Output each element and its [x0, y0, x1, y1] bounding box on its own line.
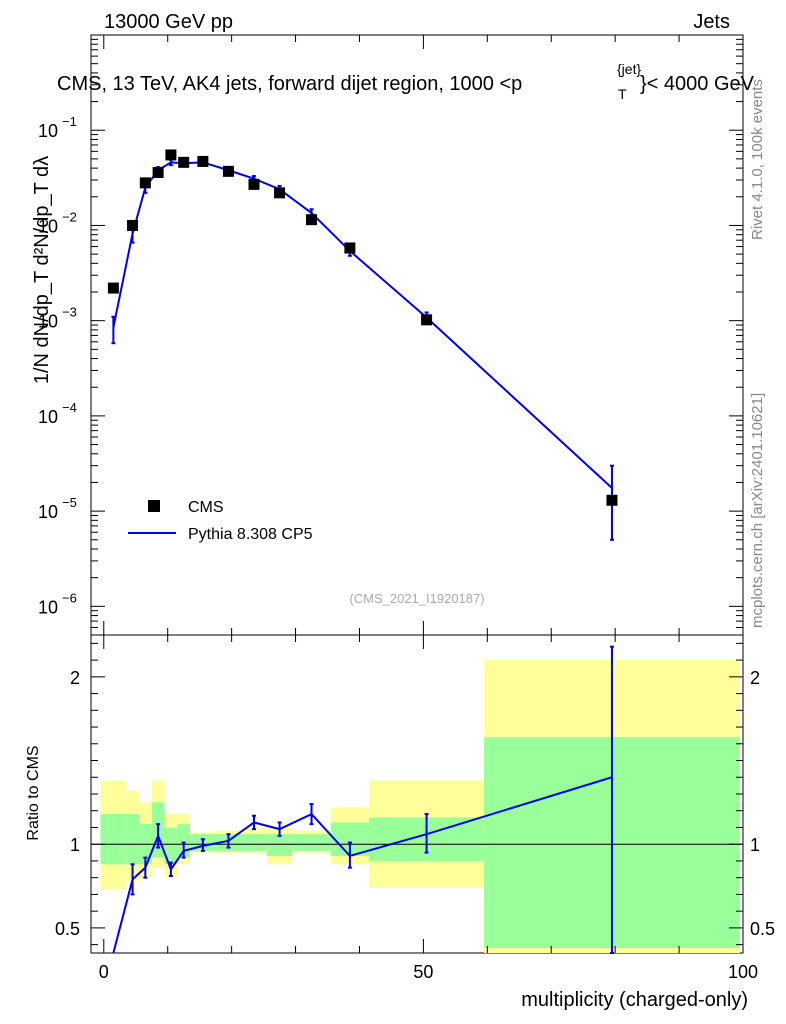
mcplots-label: mcplots.cern.ch [arXiv:2401.10621] [749, 393, 766, 628]
cms-data-point [344, 242, 356, 254]
main-y-tick-exponent: −4 [62, 400, 77, 415]
rivet-label: Rivet 4.1.0, 100k events [749, 79, 766, 240]
ratio-axis-ticks: 0.5 0.5 1 1 2 2 0 50 100 [55, 635, 775, 982]
legend-cms-label: CMS [188, 499, 224, 516]
ratio-y-tick-label-left: 2 [70, 668, 80, 688]
header-right: Jets [693, 11, 730, 33]
x-tick-label: 0 [99, 962, 109, 982]
main-y-tick-label: 10 [38, 312, 58, 332]
main-y-axis-label-text: 1/N dN/dp_T d²N/dp_T dλ [31, 156, 53, 384]
x-axis-label: multiplicity (charged-only) [521, 989, 748, 1011]
ratio-y-axis-label-text: Ratio to CMS [25, 745, 42, 840]
ratio-y-tick-label-left: 0.5 [55, 919, 80, 939]
main-y-tick-label: 10 [38, 216, 58, 236]
x-tick-label: 50 [413, 962, 433, 982]
stat-uncertainty-band [100, 814, 127, 865]
mc-line [112, 161, 613, 489]
main-y-tick-label: 10 [38, 597, 58, 617]
mcplots-label-text: mcplots.cern.ch [arXiv:2401.10621] [749, 393, 766, 628]
title-superscript: {jet} [617, 61, 641, 77]
cms-data-point [248, 178, 260, 190]
cms-data-point [274, 187, 286, 199]
cms-data-point [222, 165, 234, 177]
cms-data-point [152, 166, 164, 178]
main-y-tick-exponent: −3 [62, 305, 77, 320]
title-subscript: T [618, 86, 627, 102]
header-left: 13000 GeV pp [104, 11, 233, 33]
main-y-tick-label: 10 [38, 121, 58, 141]
cms-data-point [306, 214, 318, 226]
cms-data-point [139, 177, 151, 189]
analysis-watermark: (CMS_2021_I1920187) [349, 591, 484, 606]
ratio-y-axis-label: Ratio to CMS [25, 745, 42, 840]
stat-uncertainty-band [292, 834, 331, 851]
stat-uncertainty-band [164, 827, 178, 865]
main-panel-frame [90, 34, 744, 636]
main-y-tick-label: 10 [38, 502, 58, 522]
main-y-tick-exponent: −5 [62, 495, 77, 510]
ratio-y-tick-label-right: 2 [750, 668, 760, 688]
x-tick-label: 100 [728, 962, 758, 982]
cms-data-point [178, 156, 190, 168]
main-y-tick-exponent: −2 [62, 209, 77, 224]
main-data-marks [107, 149, 618, 541]
cms-data-point [197, 155, 209, 167]
ratio-y-tick-label-right: 1 [750, 835, 760, 855]
title-main: CMS, 13 TeV, AK4 jets, forward dijet reg… [57, 73, 522, 95]
main-y-tick-exponent: −1 [62, 114, 77, 129]
ratio-uncertainty-bands [100, 660, 740, 953]
cms-data-point [127, 219, 139, 231]
main-axis-ticks: 10 −6 10 −5 10 −4 10 −3 10 −2 10 −1 [38, 34, 744, 636]
main-y-tick-label: 10 [38, 407, 58, 427]
stat-uncertainty-band [241, 834, 267, 851]
cms-data-point [165, 149, 177, 161]
legend-cms-marker [148, 500, 160, 512]
cms-data-point [421, 314, 433, 326]
main-y-tick-exponent: −6 [62, 590, 77, 605]
cms-data-point [107, 282, 119, 294]
ratio-line [112, 776, 613, 954]
main-y-axis-label: 1/N dN/dp_T d²N/dp_T dλ [31, 156, 53, 384]
ratio-data-marks [112, 645, 614, 954]
cms-data-point [606, 494, 618, 506]
stat-uncertainty-band [126, 814, 139, 865]
stat-uncertainty-band [266, 834, 293, 856]
legend-mc-label: Pythia 8.308 CP5 [188, 526, 313, 543]
title-end: }< 4000 GeV [640, 73, 755, 95]
legend: CMS Pythia 8.308 CP5 [128, 499, 313, 543]
ratio-y-tick-label-left: 1 [70, 835, 80, 855]
rivet-label-text: Rivet 4.1.0, 100k events [749, 79, 766, 240]
ratio-y-tick-label-right: 0.5 [750, 919, 775, 939]
plot-title: CMS, 13 TeV, AK4 jets, forward dijet reg… [57, 61, 755, 102]
